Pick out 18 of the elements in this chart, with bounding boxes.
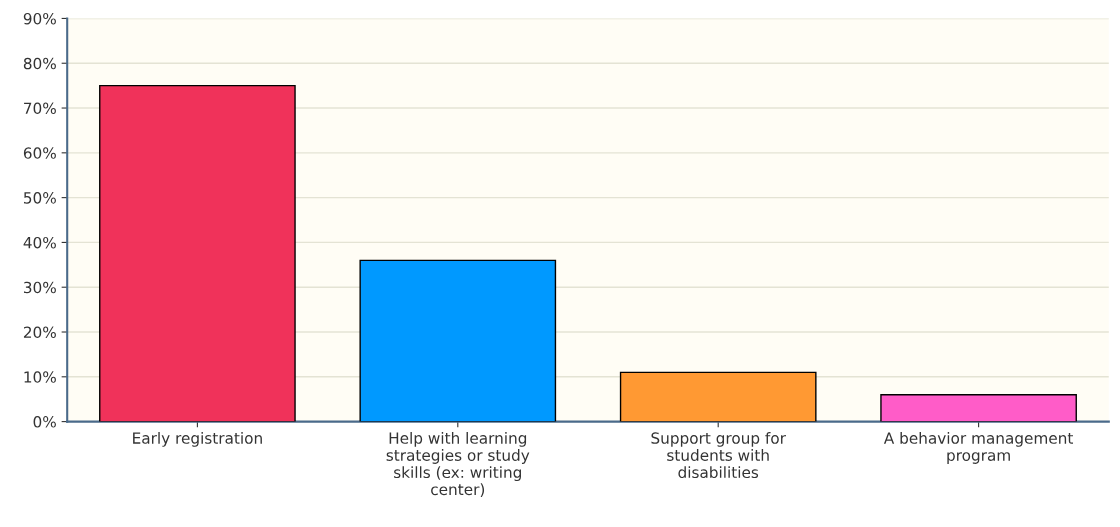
- x-tick-label: A behavior management program: [883, 432, 1074, 464]
- y-tick-label: 90%: [23, 12, 56, 25]
- y-tick-label: 10%: [24, 371, 56, 383]
- y-tick-label: 50%: [24, 192, 56, 204]
- x-tick-label: Help with learning strategies or study skills (ex: writing center): [386, 432, 530, 497]
- y-tick-label: 60%: [23, 147, 56, 159]
- y-tick-label: 80%: [23, 57, 56, 70]
- x-tick-label: Early registration: [133, 432, 262, 447]
- y-tick-label: 20%: [23, 326, 56, 339]
- bar: [99, 84, 296, 422]
- y-tick-label: 70%: [24, 102, 56, 115]
- y-tick-label: 40%: [23, 236, 56, 249]
- bar: [880, 394, 1077, 422]
- y-tick-label: 0%: [33, 416, 56, 428]
- bar: [359, 259, 557, 422]
- y-tick-label: 30%: [23, 281, 56, 294]
- x-tick-label: Support group for students with disabilities: [651, 432, 786, 479]
- bar: [619, 371, 817, 422]
